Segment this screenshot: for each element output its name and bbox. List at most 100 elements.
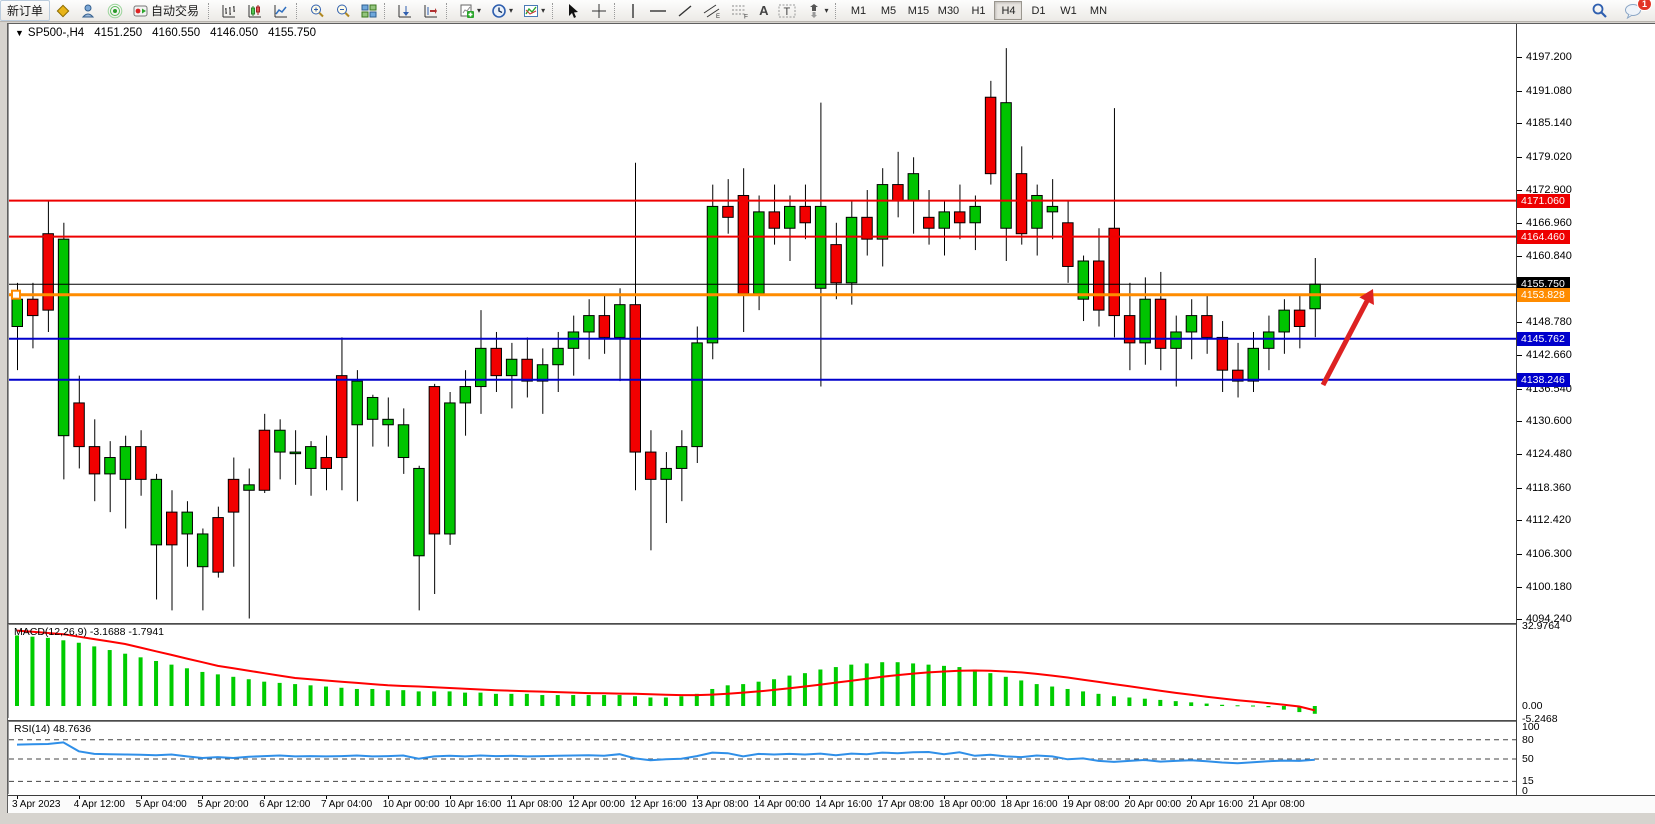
scale-tick	[1517, 487, 1522, 489]
timeframe-m1[interactable]: M1	[850, 4, 867, 17]
navigator-button[interactable]	[76, 0, 102, 21]
line-chart-button[interactable]	[268, 0, 294, 21]
time-tick-label: 12 Apr 16:00	[630, 799, 687, 810]
timeframe-d1[interactable]: D1	[1031, 4, 1046, 17]
svg-text:F: F	[744, 13, 748, 19]
arrow-annotation	[1359, 289, 1374, 305]
new-order-label: 新订单	[7, 4, 44, 18]
time-tick-label: 6 Apr 12:00	[259, 799, 311, 810]
time-tick	[1253, 796, 1254, 799]
macd-scale-label: 32.9764	[1522, 619, 1560, 632]
crosshair-tool-button[interactable]	[586, 0, 612, 21]
time-scale[interactable]: 3 Apr 2023 4 Apr 12:00 5 Apr 04:00 5 Apr 20…	[8, 795, 1655, 813]
time-tick-label: 18 Apr 16:00	[1000, 799, 1058, 810]
time-tick	[202, 796, 204, 799]
svg-text:E: E	[716, 14, 720, 19]
rsi-panel[interactable]	[8, 722, 1516, 794]
timeframe-m30[interactable]: M30	[937, 4, 960, 17]
time-tick	[882, 796, 884, 799]
notifications-button[interactable]: 1	[1619, 0, 1652, 21]
tile-windows-button[interactable]	[356, 0, 382, 21]
text-tool-button[interactable]: A	[754, 0, 773, 21]
scale-tick	[1517, 123, 1522, 125]
time-tick-label: 18 Apr 00:00	[939, 799, 996, 810]
candlestick-chart-icon	[247, 3, 263, 19]
timeframe-w1[interactable]: W1	[1060, 4, 1077, 17]
auto-trading-label: 自动交易	[151, 4, 200, 18]
time-tick-label: 19 Apr 08:00	[1062, 799, 1120, 810]
timeframe-m15[interactable]: M15	[907, 4, 930, 17]
tile-windows-icon	[361, 3, 377, 19]
scale-tick	[1517, 57, 1522, 59]
zoom-in-button[interactable]	[304, 0, 330, 21]
timeframe-h1[interactable]: H1	[971, 4, 986, 17]
cursor-tool-button[interactable]	[560, 0, 586, 21]
horizontal-line-icon	[649, 3, 667, 19]
main-toolbar: 新订单 自动交易 ▾ ▾ ▾	[0, 0, 1655, 22]
scale-tick-label: 4118.360	[1526, 481, 1572, 494]
timeframe-m5[interactable]: M5	[880, 4, 897, 17]
indicators-button[interactable]: ▾	[518, 0, 550, 21]
toolbar-right-group: 1	[1586, 0, 1655, 21]
scale-tick-label: 4100.180	[1526, 581, 1572, 594]
vertical-line-icon	[627, 3, 639, 19]
time-tick-label: 20 Apr 00:00	[1124, 799, 1182, 810]
time-tick-label: 12 Apr 00:00	[568, 799, 625, 810]
price-line-badge: 4171.060	[1517, 193, 1570, 208]
label-tool-button[interactable]: T	[773, 0, 801, 21]
vertical-line-tool-button[interactable]	[622, 0, 644, 21]
price-line-badge: 4138.246	[1517, 372, 1570, 387]
ohlc-close: 4155.750	[268, 27, 317, 39]
fibonacci-tool-button[interactable]: F	[726, 0, 754, 21]
search-icon	[1591, 2, 1608, 19]
chart-shift-button[interactable]	[418, 0, 444, 21]
panel-separator[interactable]	[8, 623, 1655, 625]
auto-scroll-button[interactable]	[392, 0, 418, 21]
arrows-tool-button[interactable]: ▾	[801, 0, 833, 21]
new-chart-button[interactable]: ▾	[454, 0, 486, 21]
time-tick-label: 20 Apr 16:00	[1186, 799, 1243, 810]
signal-icon	[107, 3, 123, 19]
zoom-out-icon	[335, 3, 351, 19]
horizontal-line-tool-button[interactable]	[644, 0, 672, 21]
dropdown-caret-icon: ▾	[509, 6, 514, 15]
toolbar-separator	[614, 2, 620, 19]
macd-panel[interactable]	[8, 625, 1516, 718]
timeframe-mn[interactable]: MN	[1089, 4, 1108, 17]
label-tool-icon: T	[778, 3, 796, 19]
text-tool-icon: A	[759, 3, 769, 18]
bar-chart-button[interactable]	[216, 0, 242, 21]
auto-trading-button[interactable]: 自动交易	[128, 0, 206, 21]
time-tick-label: 5 Apr 04:00	[135, 799, 187, 810]
scale-tick	[1517, 619, 1522, 621]
trendline-tool-button[interactable]	[672, 0, 698, 21]
candlestick-chart[interactable]	[8, 24, 1516, 623]
price-scale[interactable]: 4197.200 4191.080 4185.140 4179.020 4172.900…	[1517, 24, 1655, 797]
search-button[interactable]	[1586, 0, 1613, 21]
candlestick-chart-button[interactable]	[242, 0, 268, 21]
time-tick-label: 14 Apr 00:00	[753, 799, 811, 810]
collapse-icon[interactable]: ▼	[15, 28, 24, 38]
chart-window: ▼ SP500-,H4 4151.250 4160.550 4146.050 4…	[7, 23, 1655, 813]
time-tick-label: 21 Apr 08:00	[1248, 799, 1305, 810]
market-watch-button[interactable]	[50, 0, 76, 21]
time-tick	[696, 796, 698, 799]
time-tick-label: 3 Apr 2023	[12, 799, 61, 810]
price-line-badge: 4164.460	[1517, 229, 1570, 244]
chart-title-bar: ▼ SP500-,H4 4151.250 4160.550 4146.050 4…	[15, 27, 316, 39]
period-button[interactable]: ▾	[486, 0, 518, 21]
chart-symbol-period: SP500-,H4	[27, 27, 85, 39]
line-chart-icon	[273, 3, 289, 19]
auto-trading-icon	[133, 3, 149, 19]
timeframe-h4[interactable]: H4	[994, 1, 1023, 20]
signal-button[interactable]	[102, 0, 128, 21]
clock-icon	[491, 3, 507, 19]
panel-separator[interactable]	[8, 720, 1655, 722]
new-order-button[interactable]: 新订单	[0, 0, 51, 21]
time-tick-label: 11 Apr 08:00	[506, 799, 563, 810]
time-tick	[78, 796, 80, 799]
time-tick	[944, 796, 945, 799]
zoom-out-button[interactable]	[330, 0, 356, 21]
notification-count-badge: 1	[1636, 0, 1652, 11]
channel-tool-button[interactable]: E	[698, 0, 726, 21]
